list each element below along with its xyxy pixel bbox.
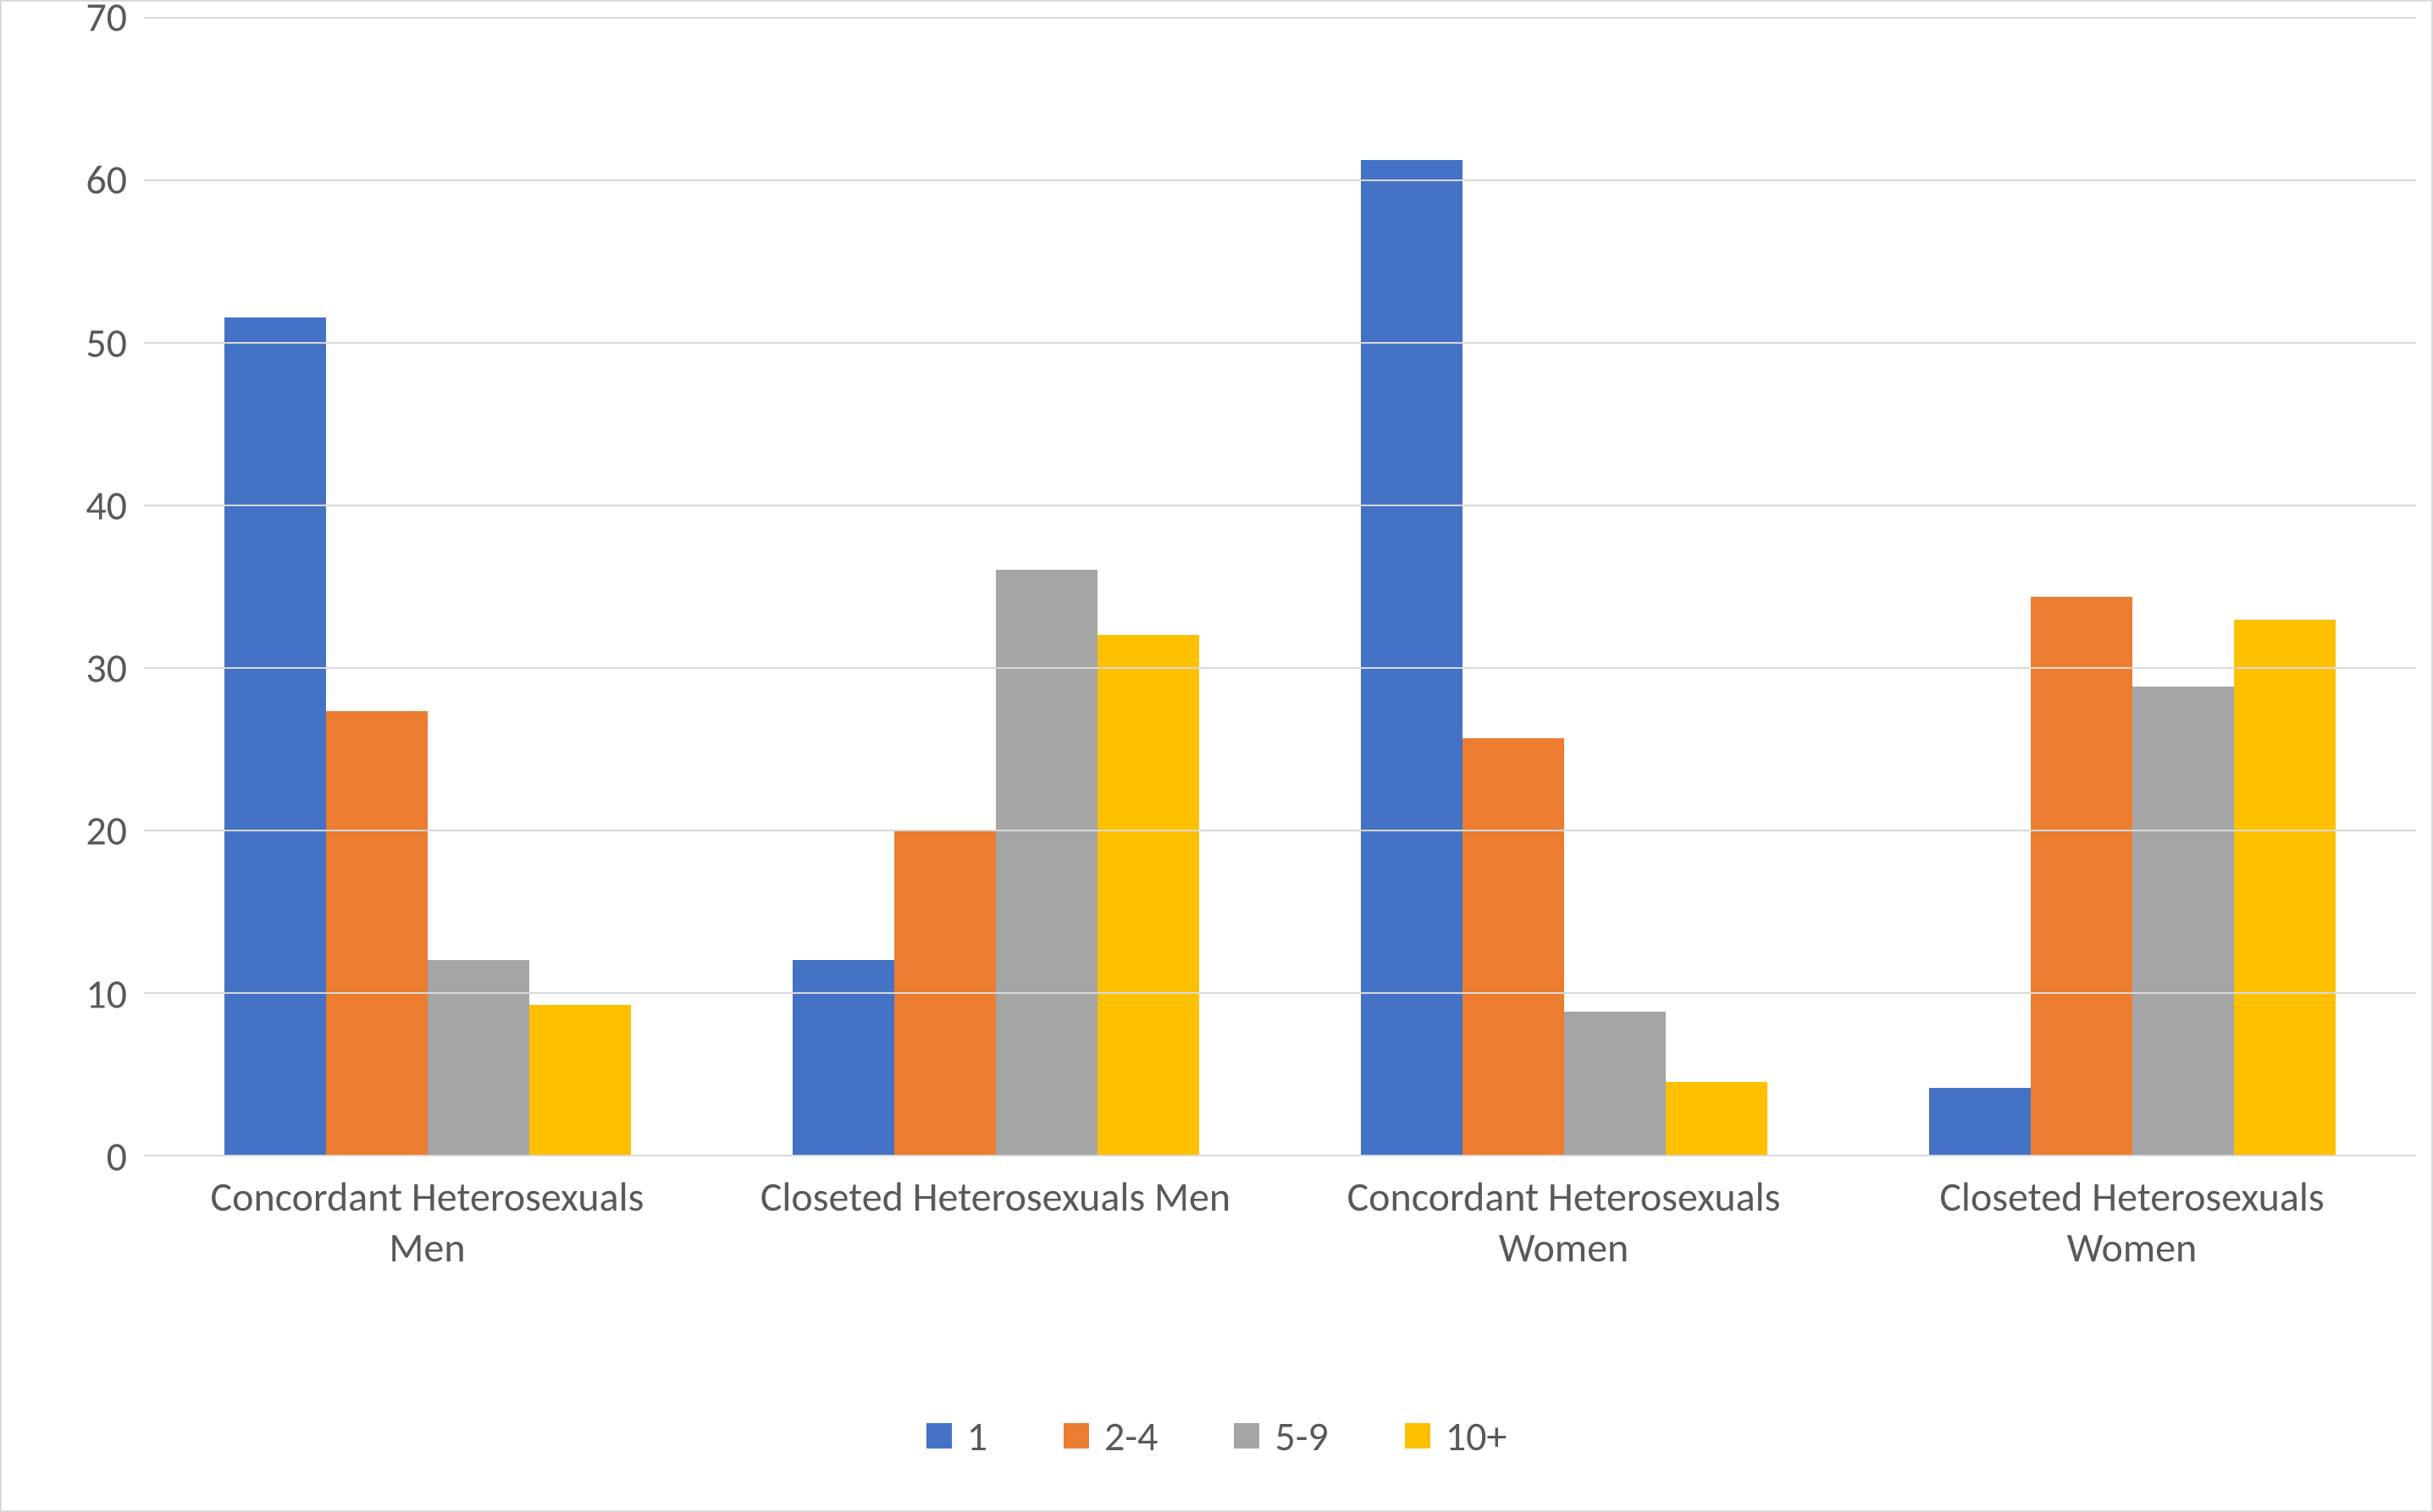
bar [793,960,894,1155]
bar [2234,620,2336,1155]
y-tick-label: 50 [86,317,127,367]
bar [428,960,529,1155]
x-tick-label: Closeted Heterosexuals Men [711,1156,1280,1377]
gridline [144,667,2416,669]
y-tick-label: 70 [86,0,127,42]
bar [1666,1082,1767,1155]
y-tick-label: 30 [86,643,127,693]
bar [1098,635,1199,1155]
legend-label: 5-9 [1275,1411,1328,1461]
gridline [144,992,2416,994]
gridline [144,830,2416,831]
bar-groups [144,17,2416,1155]
x-tick-label: Concordant Heterosexuals Women [1280,1156,1848,1377]
y-tick-label: 20 [86,806,127,856]
legend-label: 10+ [1446,1411,1507,1461]
x-tick-label: Concordant Heterosexuals Men [143,1156,711,1377]
bar [326,711,428,1155]
legend-item: 2-4 [1064,1411,1158,1461]
plot-area [144,17,2416,1156]
x-axis-row: Concordant Heterosexuals MenCloseted Het… [17,1156,2416,1377]
y-tick-label: 40 [86,480,127,530]
y-tick-label: 10 [86,968,127,1018]
bar [1564,1012,1666,1155]
gridline [144,505,2416,506]
legend-label: 1 [967,1411,987,1461]
legend-item: 10+ [1405,1411,1507,1461]
bar-group [144,17,712,1155]
legend-item: 1 [926,1411,987,1461]
plot-row: 010203040506070 [17,17,2416,1156]
gridline [144,17,2416,19]
bar-group [1848,17,2416,1155]
bar [2031,597,2132,1155]
x-axis-spacer [17,1156,143,1377]
legend-swatch [1064,1423,1089,1449]
legend: 1 2-4 5-9 10+ [17,1377,2416,1495]
legend-item: 5-9 [1234,1411,1328,1461]
chart-container: 0 10 20 30 40 50 60 70 Concordant Heterosexuals… [0,0,2433,1512]
bar [224,317,326,1155]
bar [2132,687,2234,1155]
legend-swatch [926,1423,952,1449]
y-tick-label: 0 [107,1132,127,1182]
y-axis: 010203040506070 [17,17,144,1156]
bar [996,570,1098,1155]
bar-group [1280,17,1849,1155]
gridline [144,179,2416,181]
x-axis-labels: Concordant Heterosexuals MenCloseted Het… [143,1156,2416,1377]
x-tick-label: Closeted Heterosexuals Women [1848,1156,2416,1377]
bar [1361,160,1463,1155]
legend-swatch [1405,1423,1430,1449]
bar [529,1005,631,1155]
legend-swatch [1234,1423,1259,1449]
bar [1463,738,1564,1155]
bar-group [712,17,1280,1155]
gridline [144,342,2416,344]
y-tick-label: 60 [86,155,127,205]
legend-label: 2-4 [1104,1411,1158,1461]
bar [1929,1088,2031,1155]
